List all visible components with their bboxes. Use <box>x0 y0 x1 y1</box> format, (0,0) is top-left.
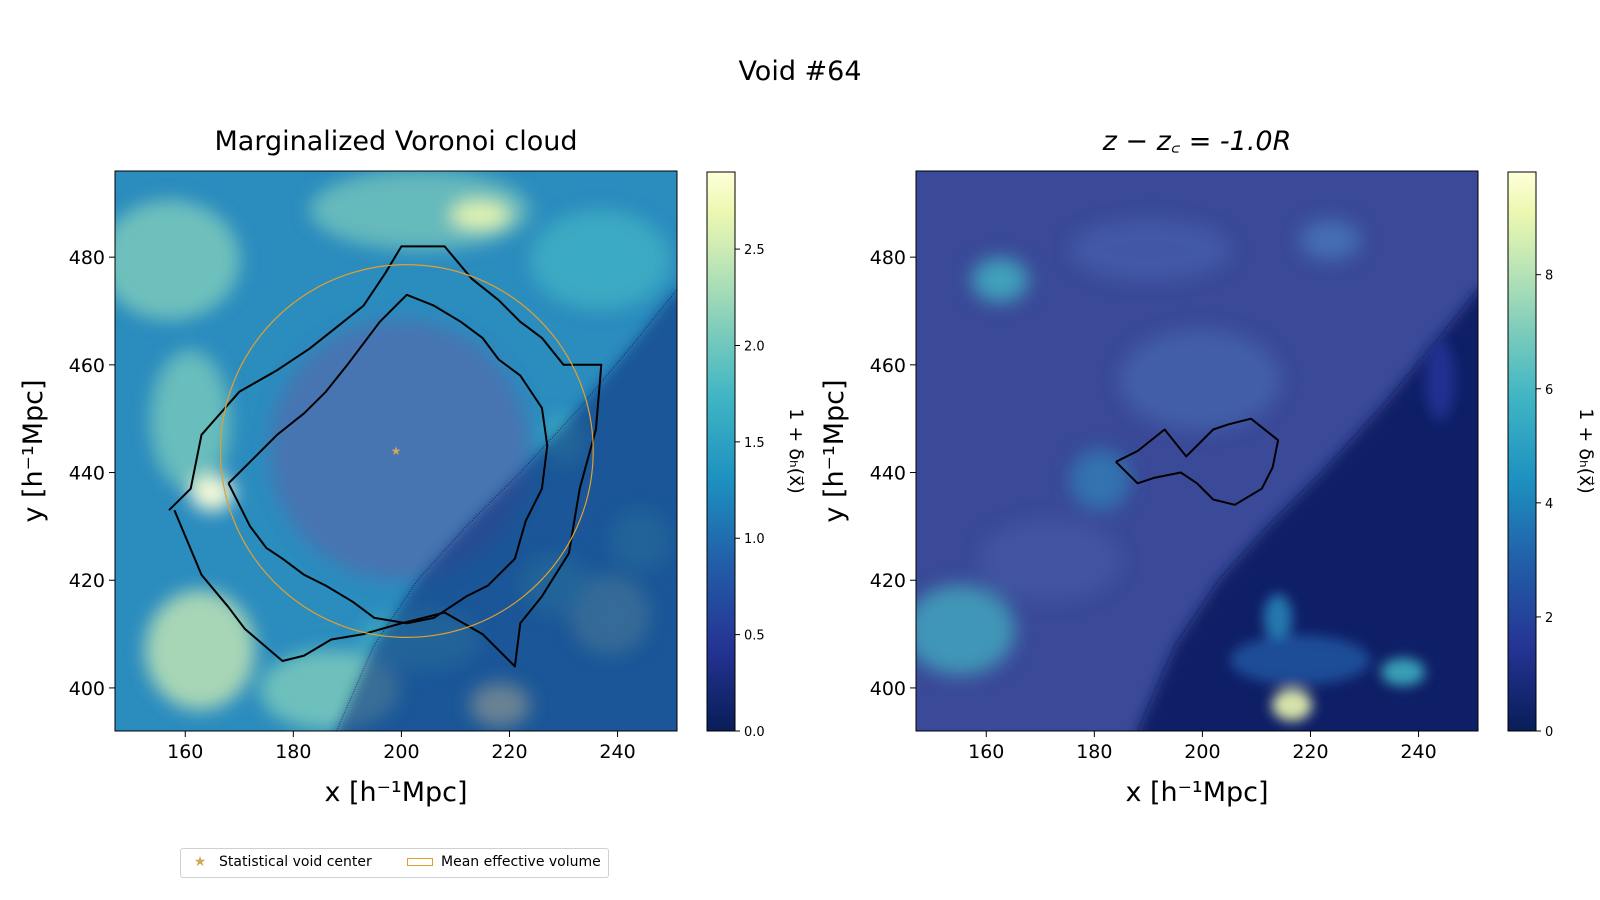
left-colorbar <box>707 172 735 731</box>
density-contour <box>227 293 549 625</box>
right-colorbar <box>1508 172 1536 731</box>
y-tick-label: 400 <box>69 678 105 700</box>
x-tick-label: 180 <box>275 741 311 763</box>
right-heatmap <box>916 171 1478 731</box>
y-tick-label: 480 <box>69 247 105 269</box>
colorbar-tick-label: 0 <box>1545 725 1553 740</box>
right-panel-title: z − z꜀ = -1.0R <box>1102 126 1292 157</box>
y-tick-label: 440 <box>870 463 906 485</box>
x-tick-label: 240 <box>1400 741 1436 763</box>
left-ylabel: y [h⁻¹Mpc] <box>18 379 49 522</box>
y-tick-label: 420 <box>870 570 906 592</box>
legend-item-mean-volume: Mean effective volume <box>407 854 601 870</box>
colorbar-tick-label: 8 <box>1545 269 1553 284</box>
x-tick-label: 180 <box>1076 741 1112 763</box>
void-center-marker: ★ <box>391 444 402 458</box>
legend-label-void-center: Statistical void center <box>219 854 372 870</box>
colorbar-tick-label: 2 <box>1545 611 1553 626</box>
right-colorbar-label: 1 + δₕ(x⃗) <box>1575 408 1597 493</box>
right-axes-frame <box>915 170 1479 732</box>
left-colorbar-label: 1 + δₕ(x⃗) <box>785 408 807 493</box>
figure-title: Void #64 <box>738 56 862 87</box>
colorbar-tick-label: 1.0 <box>744 532 765 547</box>
legend-label-mean-volume: Mean effective volume <box>441 854 601 870</box>
y-tick-label: 480 <box>870 247 906 269</box>
legend-item-void-center: ★ Statistical void center <box>189 854 372 870</box>
left-axes-frame <box>114 170 678 732</box>
rect-outline-icon <box>407 858 433 866</box>
star-icon: ★ <box>193 854 207 870</box>
left-panel-title: Marginalized Voronoi cloud <box>214 126 577 157</box>
x-tick-label: 200 <box>1184 741 1220 763</box>
y-tick-label: 400 <box>870 678 906 700</box>
density-contour <box>168 245 603 668</box>
legend: ★ Statistical void center Mean effective… <box>180 848 609 878</box>
colorbar-tick-label: 2.5 <box>744 243 765 258</box>
colorbar-tick-label: 6 <box>1545 383 1553 398</box>
colorbar-tick-label: 0.5 <box>744 629 765 644</box>
y-tick-label: 440 <box>69 463 105 485</box>
right-panel: z − z꜀ = -1.0R 1 <box>819 126 1597 808</box>
colorbar-tick-label: 4 <box>1545 497 1553 512</box>
right-ylabel: y [h⁻¹Mpc] <box>819 379 850 522</box>
colorbar-tick-label: 1.5 <box>744 436 765 451</box>
shadow-region <box>1137 289 1478 731</box>
y-tick-label: 460 <box>69 355 105 377</box>
x-tick-label: 220 <box>491 741 527 763</box>
left-panel: Marginalized Voronoi cloud <box>18 126 807 808</box>
y-tick-label: 460 <box>870 355 906 377</box>
right-xlabel: x [h⁻¹Mpc] <box>1125 777 1268 808</box>
colorbar-tick-label: 2.0 <box>744 339 765 354</box>
left-heatmap: ★ <box>115 171 677 731</box>
mean-effective-volume-circle <box>219 264 594 638</box>
x-tick-label: 160 <box>968 741 1004 763</box>
x-tick-label: 160 <box>167 741 203 763</box>
x-tick-label: 220 <box>1292 741 1328 763</box>
colorbar-tick-label: 0.0 <box>744 725 765 740</box>
left-xlabel: x [h⁻¹Mpc] <box>324 777 467 808</box>
x-tick-label: 200 <box>383 741 419 763</box>
x-tick-label: 240 <box>599 741 635 763</box>
y-tick-label: 420 <box>69 570 105 592</box>
density-contour <box>1115 417 1280 506</box>
